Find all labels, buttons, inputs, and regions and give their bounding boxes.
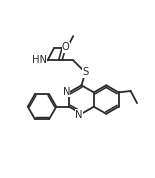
Text: O: O: [62, 43, 70, 53]
Text: N: N: [75, 110, 83, 120]
Text: HN: HN: [32, 54, 47, 65]
Text: N: N: [63, 87, 70, 97]
Text: S: S: [82, 67, 89, 77]
